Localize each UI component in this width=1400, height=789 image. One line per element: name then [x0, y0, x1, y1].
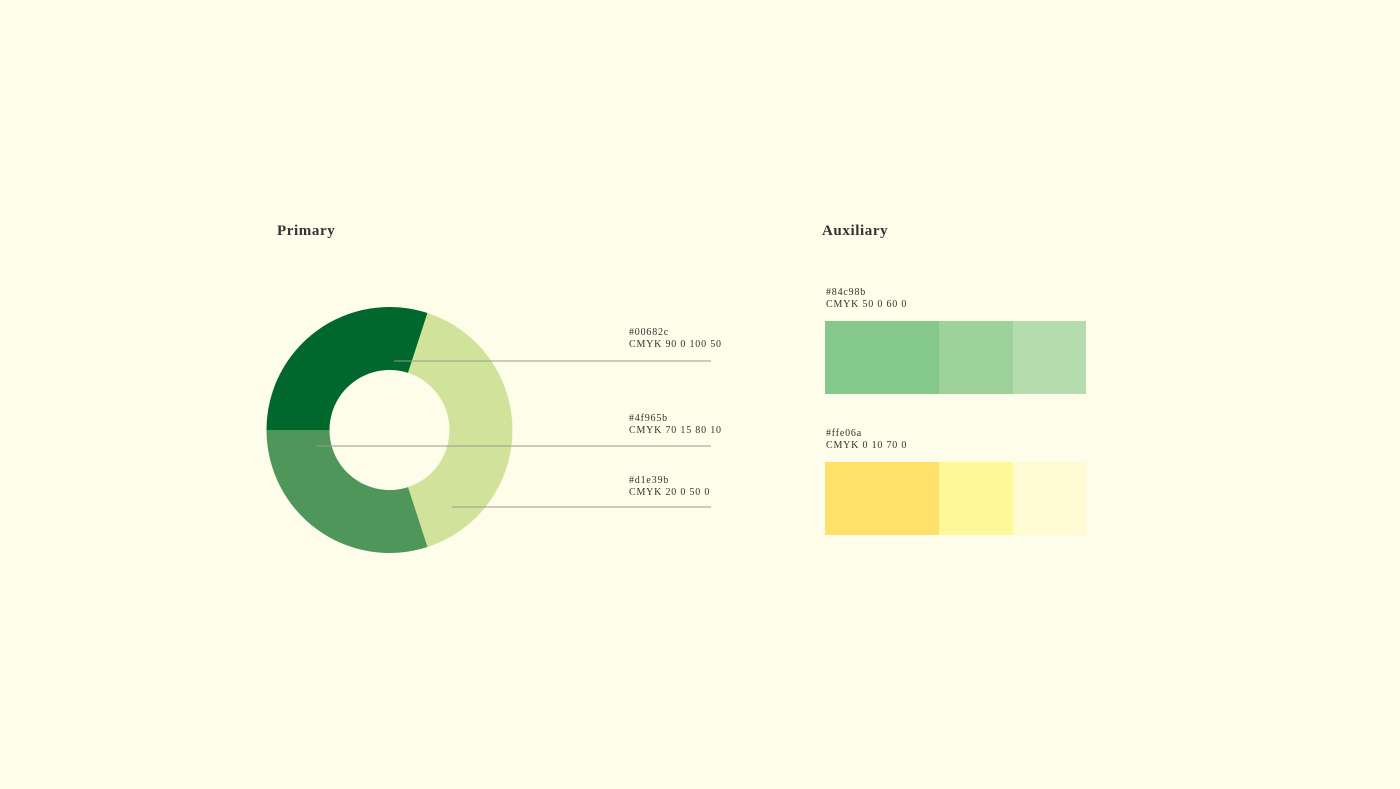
aux-label-2-cmyk: CMYK 0 10 70 0 [826, 440, 908, 451]
aux-swatch-row-2 [825, 462, 1086, 535]
aux-swatch-2-3 [1013, 462, 1086, 535]
primary-label-2-hex: #4f965b [629, 413, 668, 424]
primary-label-2: #4f965b CMYK 70 15 80 10 [629, 413, 722, 437]
aux-label-2-hex: #ffe06a [826, 428, 862, 439]
aux-swatch-row-1 [825, 321, 1086, 394]
aux-label-1-cmyk: CMYK 50 0 60 0 [826, 299, 908, 310]
aux-swatch-2-1 [825, 462, 939, 535]
aux-swatch-1-1 [825, 321, 939, 394]
aux-label-2: #ffe06a CMYK 0 10 70 0 [826, 428, 907, 452]
donut-segment-1 [266, 306, 428, 430]
primary-label-2-cmyk: CMYK 70 15 80 10 [629, 425, 722, 436]
aux-label-1: #84c98b CMYK 50 0 60 0 [826, 287, 907, 311]
aux-swatch-2-2 [939, 462, 1013, 535]
aux-swatch-1-3 [1013, 321, 1086, 394]
primary-label-3-cmyk: CMYK 20 0 50 0 [629, 487, 711, 498]
primary-label-1: #00682c CMYK 90 0 100 50 [629, 327, 722, 351]
aux-swatch-1-2 [939, 321, 1013, 394]
primary-label-1-cmyk: CMYK 90 0 100 50 [629, 339, 722, 350]
primary-label-3: #d1e39b CMYK 20 0 50 0 [629, 475, 710, 499]
donut-segment-2 [266, 430, 428, 553]
primary-label-1-hex: #00682c [629, 327, 670, 338]
donut-segment-3 [408, 313, 513, 547]
primary-heading: Primary [277, 223, 336, 239]
auxiliary-heading: Auxiliary [822, 223, 889, 239]
primary-label-3-hex: #d1e39b [629, 475, 670, 486]
aux-label-1-hex: #84c98b [826, 287, 867, 298]
